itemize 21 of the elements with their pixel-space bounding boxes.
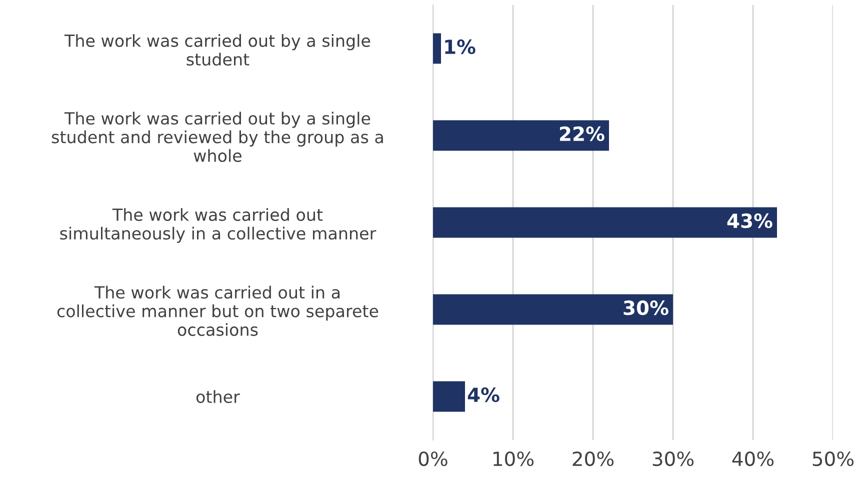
- y-tick-label: The work was carried out by a single student: [64, 34, 370, 66]
- bar: [433, 294, 673, 325]
- bar: [433, 33, 441, 64]
- y-tick-label: The work was carried out by a single student and reviewed by the group as a whole: [52, 112, 383, 162]
- y-tick-label: other: [196, 390, 240, 404]
- data-label: 22%: [560, 126, 604, 142]
- bar: [433, 381, 465, 412]
- bar: [433, 207, 777, 238]
- x-tick-label: 50%: [812, 451, 854, 466]
- bar: [433, 120, 609, 151]
- x-tick-label: 10%: [494, 451, 534, 466]
- data-label: 43%: [727, 213, 772, 228]
- data-label: 4%: [468, 387, 500, 402]
- data-label: 30%: [624, 300, 668, 316]
- data-label: 1%: [445, 39, 476, 54]
- y-tick-label: The work was carried out simultaneously in a collective manner: [60, 208, 376, 243]
- y-tick-label: The work was carried out in a collective manner but on two separete occasions: [57, 286, 378, 336]
- x-tick-label: 40%: [732, 451, 774, 466]
- x-tick-label: 30%: [652, 451, 694, 466]
- x-tick-label: 20%: [572, 451, 614, 466]
- x-tick-label: 0%: [418, 451, 448, 466]
